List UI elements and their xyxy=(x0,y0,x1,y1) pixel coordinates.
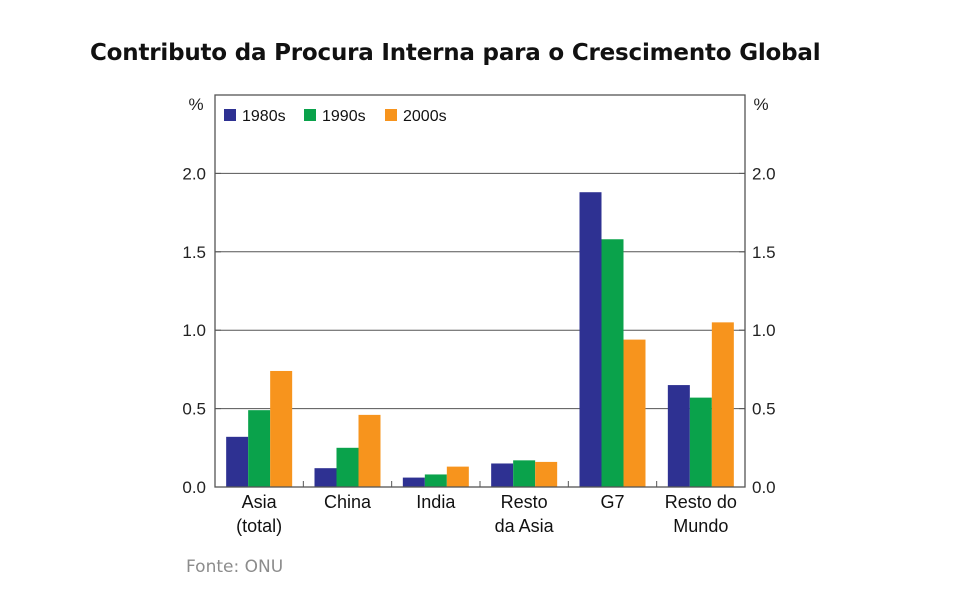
legend-swatch-1990s xyxy=(304,109,316,121)
bar-1980s-1 xyxy=(314,468,337,487)
gridlines xyxy=(215,172,745,410)
y-tick-label-left: 2.0 xyxy=(182,164,206,183)
bar-1980s-2 xyxy=(402,477,425,487)
y-tick-label-left: 1.0 xyxy=(182,321,206,340)
axis-ticks xyxy=(215,172,745,488)
legend-label: 1990s xyxy=(322,108,366,125)
y-tick-label-right: 0.0 xyxy=(752,478,776,497)
x-category-label: Resto xyxy=(501,492,548,512)
y-tick-label-left: 0.0 xyxy=(182,478,206,497)
x-category-label: Mundo xyxy=(673,516,728,536)
bar-1990s-5 xyxy=(689,397,712,487)
y-tick-label-right: 1.5 xyxy=(752,243,776,262)
tick-labels: 0.0 0.0 0.5 0.5 1.0 1.0 1.5 1.5 2.0 2.0% % Asia (tot… xyxy=(182,95,775,536)
x-category-label: Asia xyxy=(242,492,278,512)
x-category-label: da Asia xyxy=(495,516,555,536)
bar-2000s-0 xyxy=(270,370,293,487)
source-note: Fonte: ONU xyxy=(186,557,284,577)
y-tick-label-left: 1.5 xyxy=(182,243,206,262)
y-tick-label-left: 0.5 xyxy=(182,400,206,419)
plot-frame xyxy=(214,94,746,488)
bar-2000s-4 xyxy=(623,339,646,487)
legend-swatch-1980s xyxy=(224,109,236,121)
legend-swatch-2000s xyxy=(385,109,397,121)
legend-label: 2000s xyxy=(403,108,447,125)
x-category-label: (total) xyxy=(236,516,282,536)
x-category-label: Resto do xyxy=(665,492,737,512)
bars xyxy=(226,192,734,487)
x-category-label: China xyxy=(324,492,372,512)
chart-title: Contributo da Procura Interna para o Cre… xyxy=(90,40,821,66)
bar-1990s-2 xyxy=(424,474,447,487)
y-axis-unit-right: % xyxy=(753,95,768,114)
legend-label: 1980s xyxy=(242,108,286,125)
bar-1990s-4 xyxy=(601,239,624,487)
bar-1990s-3 xyxy=(513,460,536,487)
x-category-label: India xyxy=(416,492,456,512)
x-category-label: G7 xyxy=(600,492,624,512)
bar-2000s-3 xyxy=(535,461,558,487)
bar-2000s-5 xyxy=(711,322,734,487)
legend: 1980s 1990s 2000s xyxy=(224,108,447,125)
bar-1980s-3 xyxy=(491,463,514,487)
y-tick-label-right: 2.0 xyxy=(752,164,776,183)
bar-1980s-0 xyxy=(226,436,249,487)
bar-1990s-1 xyxy=(336,447,359,487)
y-tick-label-right: 0.5 xyxy=(752,400,776,419)
bar-1980s-4 xyxy=(579,192,602,487)
bar-1980s-5 xyxy=(667,385,690,487)
bar-1990s-0 xyxy=(248,410,271,487)
bar-2000s-1 xyxy=(358,414,381,487)
bar-2000s-2 xyxy=(446,466,469,487)
y-tick-label-right: 1.0 xyxy=(752,321,776,340)
y-axis-unit-left: % xyxy=(188,95,203,114)
